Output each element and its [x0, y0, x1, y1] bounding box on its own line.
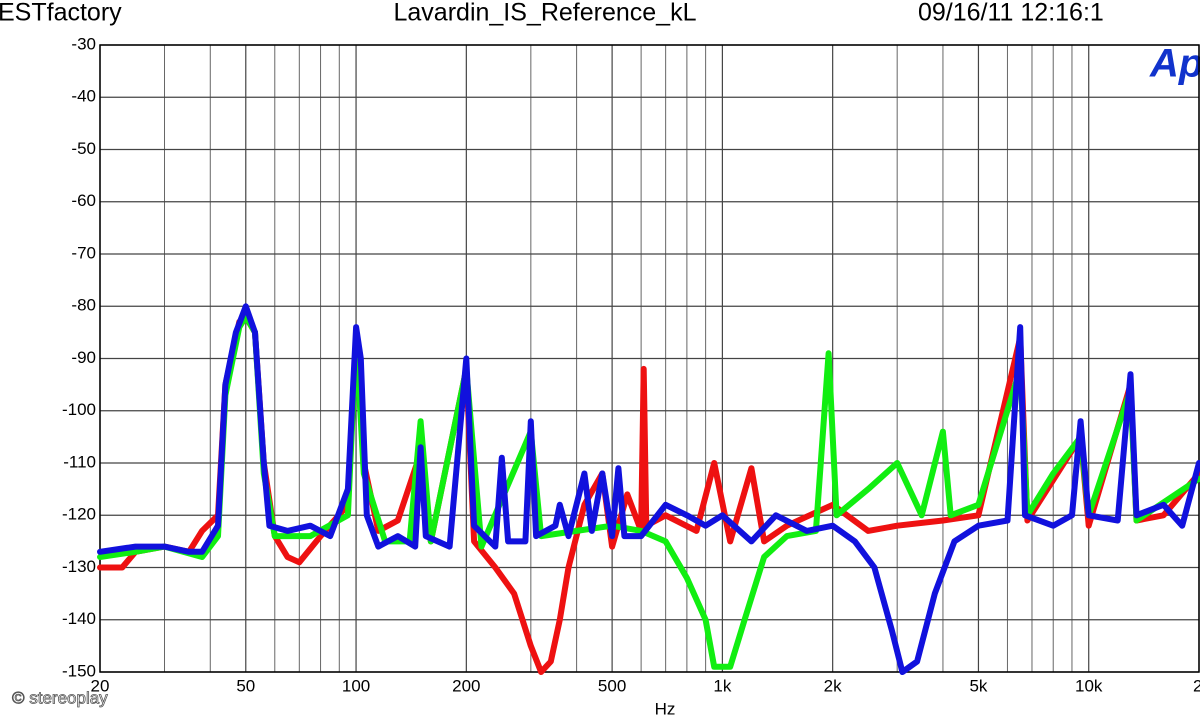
- x-tick-label: 2: [1193, 676, 1200, 695]
- y-tick-label: -50: [71, 139, 96, 158]
- x-axis-label: Hz: [655, 699, 676, 718]
- x-tick-label: 200: [452, 676, 480, 695]
- y-tick-label: -80: [71, 296, 96, 315]
- y-tick-label: -30: [71, 34, 96, 53]
- x-tick-label: 10k: [1075, 676, 1103, 695]
- y-tick-label: -140: [62, 609, 96, 628]
- logo: Ap: [1149, 42, 1200, 86]
- x-tick-label: 100: [342, 676, 370, 695]
- y-tick-label: -150: [62, 661, 96, 680]
- x-tick-label: 50: [236, 676, 255, 695]
- chart-title: Lavardin_IS_Reference_kL: [394, 0, 697, 27]
- x-tick-label: 2k: [824, 676, 842, 695]
- y-tick-label: -40: [71, 87, 96, 106]
- plot-frame: [99, 44, 1200, 673]
- watermark: © stereoplay: [12, 688, 108, 707]
- y-tick-label: -130: [62, 557, 96, 576]
- y-tick-label: -90: [71, 348, 96, 367]
- y-tick-label: -70: [71, 243, 96, 262]
- x-tick-label: 20: [91, 676, 110, 695]
- x-tick-label: 1k: [713, 676, 731, 695]
- series-line: [97, 303, 1200, 675]
- y-tick-label: -120: [62, 505, 96, 524]
- x-tick-label: 500: [598, 676, 626, 695]
- header-right: 09/16/11 12:16:1: [918, 0, 1104, 27]
- y-tick-label: -60: [71, 191, 96, 210]
- header-left: ESTfactory: [0, 0, 122, 27]
- y-tick-label: -100: [62, 400, 96, 419]
- y-tick-label: -110: [63, 452, 96, 471]
- x-tick-label: 5k: [969, 676, 987, 695]
